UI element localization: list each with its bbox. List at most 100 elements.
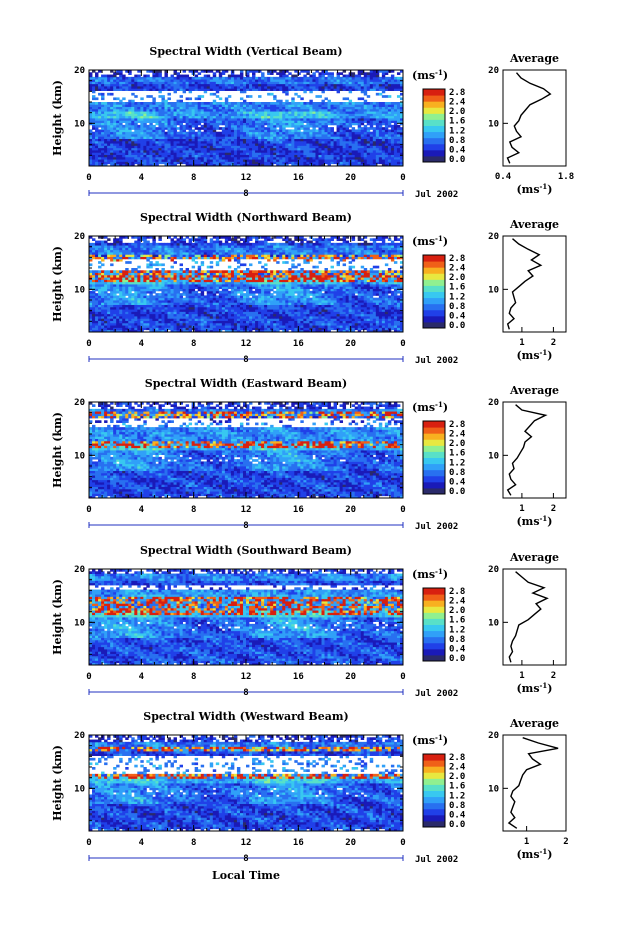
- x-tick-label: 12: [241, 173, 252, 183]
- heatmap-cells: [89, 70, 404, 167]
- colorbar-swatch: [423, 297, 445, 305]
- colorbar-tick-label: 0.4: [449, 477, 466, 487]
- colorbar-tick-label: 0.8: [449, 136, 465, 146]
- x-tick-label: 0: [86, 505, 91, 515]
- colorbar-swatch: [423, 285, 445, 292]
- colorbar-tick-label: 0.0: [449, 155, 465, 165]
- colorbar-swatch: [423, 642, 445, 650]
- colorbar-swatch: [423, 149, 445, 157]
- x-tick-label: 20: [345, 173, 356, 183]
- date-label: Jul 2002: [415, 190, 458, 200]
- average-x-tick-label: 1: [519, 504, 524, 514]
- colorbar-swatch: [423, 439, 445, 446]
- colorbar-unit: (ms-1): [412, 567, 448, 581]
- colorbar-swatch: [423, 433, 445, 440]
- average-y-tick-label: 20: [488, 398, 499, 408]
- colorbar-tick-label: 0.4: [449, 644, 466, 654]
- date-label: Jul 2002: [415, 689, 458, 699]
- x-tick-label: 16: [293, 505, 304, 515]
- x-tick-label: 20: [345, 339, 356, 349]
- y-tick-label: 20: [74, 232, 85, 242]
- colorbar-swatch: [423, 143, 445, 151]
- heatmap-cells: [89, 402, 404, 499]
- x-tick-label: 16: [293, 173, 304, 183]
- colorbar-swatch: [423, 273, 445, 280]
- colorbar-tick-label: 2.8: [449, 254, 465, 264]
- colorbar-tick-label: 2.4: [449, 763, 466, 773]
- average-y-tick-label: 10: [488, 451, 499, 461]
- colorbar-swatch: [423, 463, 445, 471]
- panel-title: Spectral Width (Southward Beam): [140, 544, 352, 557]
- colorbar-tick-label: 1.6: [449, 449, 465, 459]
- average-x-tick-label: 1.8: [558, 172, 574, 182]
- colorbar-swatch: [423, 600, 445, 607]
- colorbar-swatch: [423, 796, 445, 804]
- average-title: Average: [509, 551, 559, 564]
- x-tick-label: 12: [241, 339, 252, 349]
- average-y-tick-label: 10: [488, 784, 499, 794]
- heatmap-cells: [89, 735, 404, 832]
- colorbar-swatch: [423, 321, 445, 329]
- average-x-tick-label: 1: [519, 338, 524, 348]
- average-line: [506, 72, 552, 164]
- y-tick-label: 20: [74, 398, 85, 408]
- colorbar-swatch: [423, 137, 445, 145]
- average-x-axis-label: (ms-1): [516, 514, 552, 528]
- colorbar-swatch: [423, 808, 445, 816]
- colorbar-swatch: [423, 814, 445, 822]
- x-tick-label: 0: [86, 838, 91, 848]
- average-title: Average: [509, 52, 559, 65]
- average-x-tick-label: 2: [551, 504, 556, 514]
- colorbar-swatch: [423, 131, 445, 139]
- colorbar-swatch: [423, 119, 445, 126]
- colorbar-swatch: [423, 107, 445, 114]
- colorbar-swatch: [423, 267, 445, 274]
- colorbar-tick-label: 1.6: [449, 117, 465, 127]
- x-tick-label: 4: [139, 838, 145, 848]
- x-tick-label: 8: [191, 339, 196, 349]
- x-tick-label: 4: [139, 505, 145, 515]
- panel-title: Spectral Width (Vertical Beam): [149, 45, 342, 58]
- colorbar-tick-label: 2.4: [449, 430, 466, 440]
- colorbar-tick-label: 0.4: [449, 810, 466, 820]
- average-y-tick-label: 10: [488, 618, 499, 628]
- average-x-tick-label: 0.4: [495, 172, 512, 182]
- average-x-tick-label: 2: [551, 671, 556, 681]
- colorbar-swatch: [423, 303, 445, 311]
- colorbar-tick-label: 2.8: [449, 420, 465, 430]
- date-label: Jul 2002: [415, 522, 458, 532]
- colorbar-swatch: [423, 89, 445, 96]
- average-title: Average: [509, 717, 559, 730]
- colorbar-swatch: [423, 636, 445, 644]
- x-tick-label: 8: [191, 173, 196, 183]
- y-tick-label: 10: [74, 285, 85, 295]
- colorbar-tick-label: 1.6: [449, 782, 465, 792]
- colorbar-tick-label: 0.4: [449, 311, 466, 321]
- average-y-tick-label: 10: [488, 119, 499, 129]
- x-tick-label: 0: [86, 672, 91, 682]
- x-tick-label: 0: [400, 339, 405, 349]
- average-line: [508, 571, 549, 663]
- colorbar-tick-label: 1.2: [449, 292, 465, 302]
- average-frame: [502, 235, 567, 333]
- colorbar-tick-label: 1.6: [449, 616, 465, 626]
- y-tick-label: 10: [74, 119, 85, 129]
- day-label: 8: [243, 521, 248, 531]
- colorbar-swatch: [423, 820, 445, 828]
- colorbar-tick-label: 2.8: [449, 753, 465, 763]
- colorbar-swatch: [423, 630, 445, 638]
- date-label: Jul 2002: [415, 356, 458, 366]
- y-axis-label: Height (km): [51, 579, 64, 655]
- colorbar-tick-label: 0.0: [449, 321, 465, 331]
- colorbar-unit: (ms-1): [412, 234, 448, 248]
- colorbar-swatch: [423, 648, 445, 656]
- colorbar: (ms-1) 0.00.40.81.21.62.02.42.8: [412, 733, 466, 830]
- x-tick-label: 8: [191, 838, 196, 848]
- panel-5: Spectral Width (Westward Beam)2010Height…: [51, 710, 569, 865]
- x-tick-label: 0: [400, 505, 405, 515]
- colorbar-tick-label: 1.2: [449, 126, 465, 136]
- average-frame: [502, 568, 567, 666]
- colorbar-tick-label: 2.8: [449, 88, 465, 98]
